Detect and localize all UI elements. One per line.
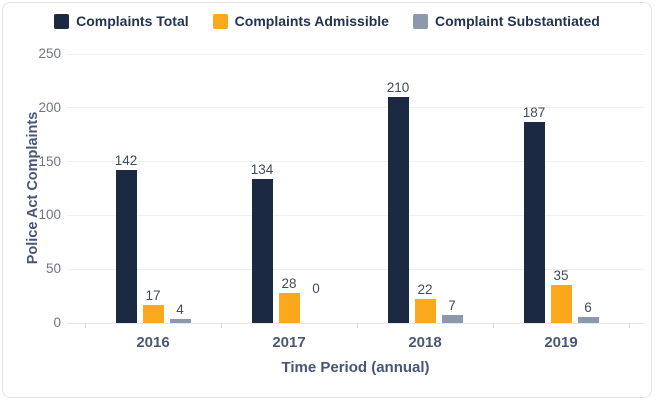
bar-2016-series2[interactable] (142, 304, 164, 323)
bar-2019-series2[interactable] (550, 285, 572, 323)
x-axis-tick (357, 323, 358, 328)
bar-value-label: 4 (176, 301, 184, 317)
bar-value-label: 134 (250, 161, 274, 177)
legend: Complaints Total Complaints Admissible Com… (3, 13, 651, 29)
bar-2019-series3[interactable] (577, 316, 599, 323)
plot-area: Police Act Complaints Time Period (annua… (3, 3, 653, 399)
x-axis-tick (221, 323, 222, 328)
bar-value-label: 35 (553, 268, 569, 284)
y-axis-tick-label: 250 (38, 46, 61, 61)
bar-value-label: 6 (584, 299, 592, 315)
bar-2016-series3[interactable] (169, 318, 191, 323)
gridline-y50 (67, 268, 644, 270)
gridline-y100 (67, 214, 644, 216)
legend-item-label: Complaints Admissible (234, 13, 389, 29)
bar-value-label: 22 (417, 282, 433, 298)
gridline-y150 (67, 161, 644, 163)
bar-value-label: 17 (145, 287, 161, 303)
x-axis-category-2019: 2019 (544, 334, 578, 351)
legend-item-1[interactable]: Complaints Total (54, 13, 189, 29)
bar-value-label: 210 (386, 80, 410, 96)
legend-swatch-icon (54, 13, 70, 29)
legend-item-label: Complaints Total (76, 13, 189, 29)
bar-2017-series1[interactable] (251, 178, 273, 323)
x-axis-category-2018: 2018 (408, 334, 442, 351)
bar-value-label: 0 (312, 281, 320, 296)
bar-value-label: 7 (448, 298, 456, 314)
bar-value-label: 142 (114, 153, 138, 169)
gridline-y0 (67, 322, 644, 324)
bar-value-label: 187 (522, 104, 546, 120)
x-axis-tick (493, 323, 494, 328)
y-axis-tick-label: 100 (38, 207, 61, 223)
gridline-y250 (67, 53, 644, 55)
bar-2018-series1[interactable] (387, 97, 409, 323)
x-axis-category-2017: 2017 (272, 334, 306, 351)
chart-card: Complaints Total Complaints Admissible Com… (2, 2, 652, 398)
y-axis-title: Police Act Complaints (25, 111, 41, 265)
y-axis-tick-label: 50 (45, 261, 61, 277)
gridline-y200 (67, 107, 644, 109)
bar-value-label: 28 (281, 275, 297, 291)
y-axis-tick-label: 200 (38, 99, 61, 115)
y-axis-tick-label: 0 (53, 315, 61, 330)
x-axis-tick (85, 323, 86, 328)
bar-2018-series3[interactable] (441, 315, 463, 323)
bar-2017-series2[interactable] (278, 292, 300, 323)
legend-item-3[interactable]: Complaint Substantiated (412, 13, 600, 29)
legend-swatch-icon (412, 13, 428, 29)
x-axis-category-2016: 2016 (136, 334, 170, 351)
legend-item-2[interactable]: Complaints Admissible (212, 13, 389, 29)
x-axis-title: Time Period (annual) (281, 359, 430, 376)
x-axis-tick (629, 323, 630, 328)
y-axis-tick-label: 150 (38, 153, 61, 169)
bar-2019-series1[interactable] (523, 121, 545, 323)
legend-swatch-icon (212, 13, 228, 29)
bar-2016-series1[interactable] (115, 170, 137, 323)
bar-2018-series2[interactable] (414, 299, 436, 323)
legend-item-label: Complaint Substantiated (434, 13, 600, 29)
